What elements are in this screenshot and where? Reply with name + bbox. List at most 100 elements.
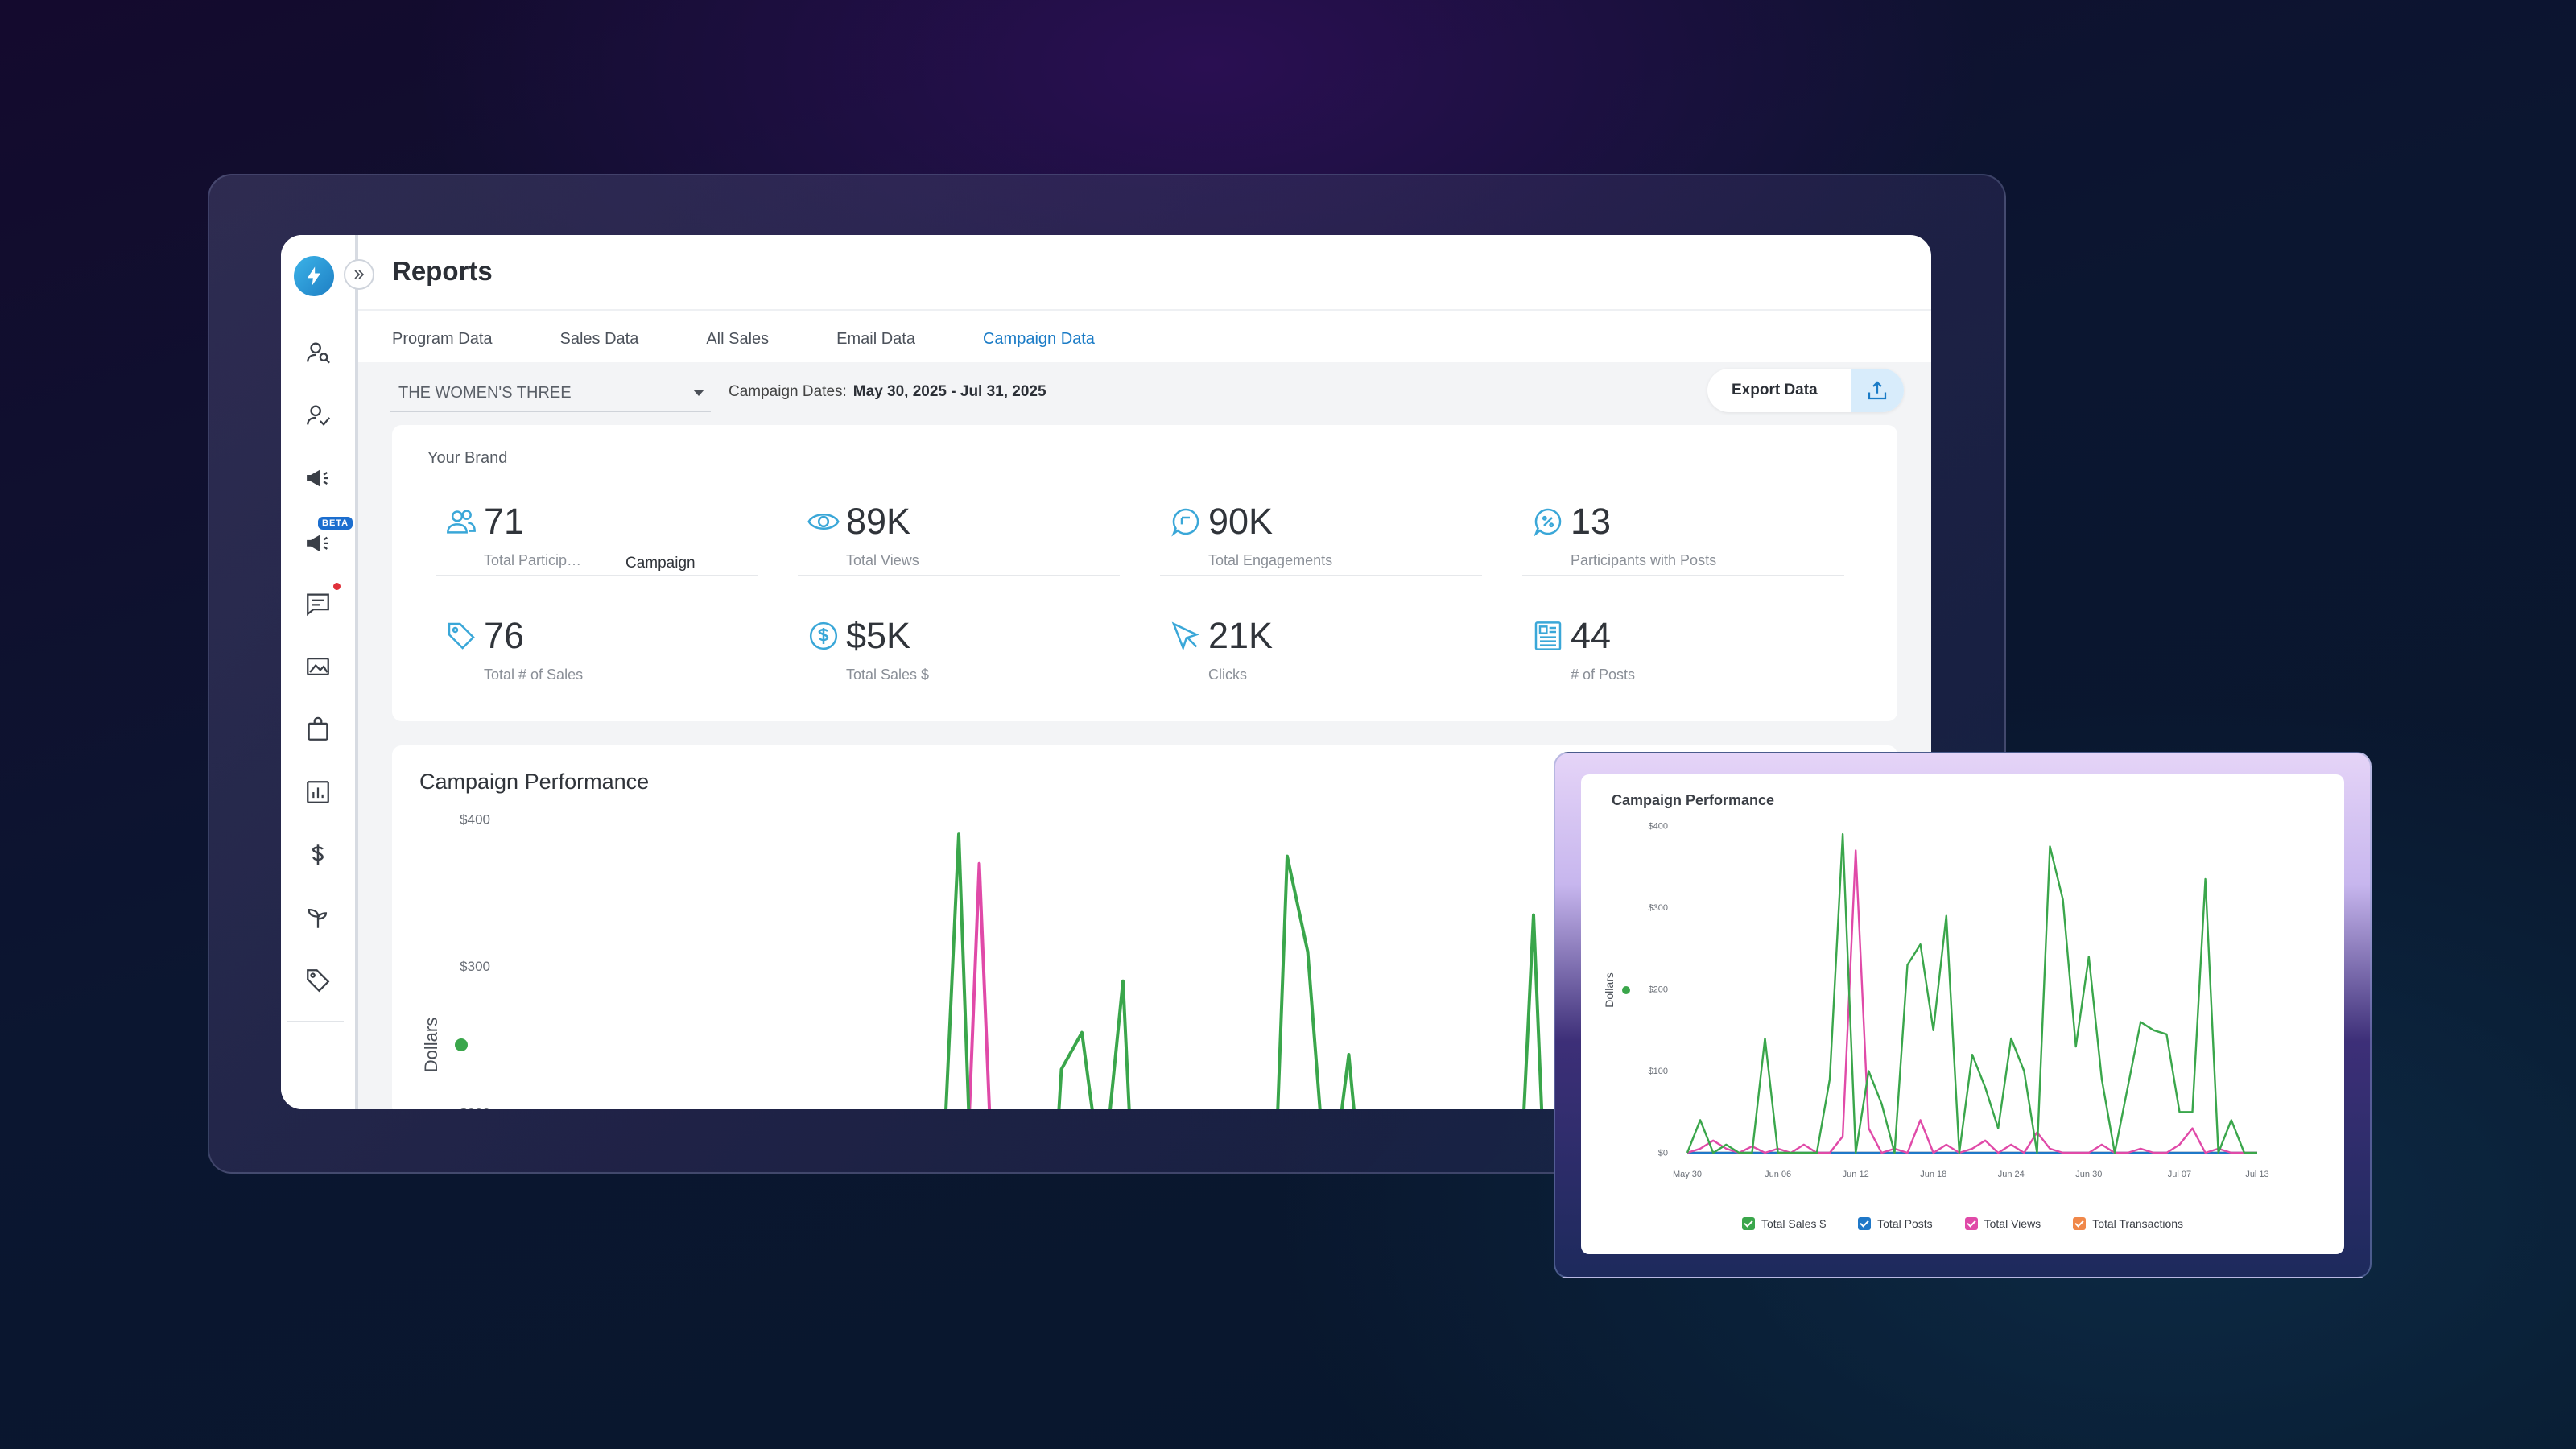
popup-frame: Campaign Performance $400 $300 $200 $100 $0 M… — [1554, 752, 2372, 1278]
stat-value: 76 — [484, 615, 525, 656]
y-tick-label: $100 — [1649, 1067, 1668, 1076]
notification-dot — [333, 583, 341, 590]
x-tick-label: Jun 30 — [2075, 1170, 2102, 1179]
stat-divider — [436, 575, 758, 576]
sprout-icon[interactable] — [303, 903, 332, 932]
y-axis-label: Dollars — [421, 1018, 441, 1072]
y-axis-label: Dollars — [1603, 972, 1616, 1008]
stat-label: Total Sales $ — [846, 667, 930, 683]
export-data-label: Export Data — [1732, 382, 1818, 398]
legend-dot — [455, 1038, 468, 1051]
brand-select[interactable]: THE WOMEN'S THREE — [390, 374, 711, 412]
lightning-logo-icon[interactable] — [294, 256, 334, 296]
participant-bubble-icon — [1534, 508, 1562, 537]
price-tag-icon — [448, 622, 475, 650]
performance-chart: $400 $300 $200 Dollars — [421, 812, 1544, 1109]
legend-item-total-transactions[interactable]: Total Transactions — [2073, 1217, 2183, 1230]
legend-item-total-sales[interactable]: Total Sales $ — [1741, 1217, 1827, 1230]
sidebar-divider — [287, 1021, 344, 1022]
popup-chart: $400 $300 $200 $100 $0 May 30 Jun 06 Jun 12 Jun … — [1603, 822, 2269, 1179]
legend-dot — [1622, 986, 1630, 994]
stat-label: Total Particip… — [484, 552, 582, 568]
y-tick-label: $200 — [1649, 985, 1668, 995]
sidebar: BETA — [281, 235, 358, 1109]
checkbox-icon[interactable] — [1964, 1217, 1978, 1230]
engagement-bubble-icon — [1171, 508, 1199, 537]
stat-clicks: 21K Clicks — [1160, 604, 1482, 700]
megaphone-icon[interactable] — [303, 464, 332, 493]
tag-icon[interactable] — [303, 966, 332, 995]
beta-megaphone-icon[interactable]: BETA — [303, 517, 353, 555]
legend-item-total-posts[interactable]: Total Posts — [1858, 1217, 1933, 1230]
dollar-circle-icon — [809, 621, 838, 650]
brand-stats-card: Your Brand 71 Total Particip… Campaign 8… — [392, 425, 1897, 721]
x-tick-label: Jun 24 — [1998, 1170, 2025, 1179]
brand-heading: Your Brand — [427, 449, 508, 467]
tab-campaign-data[interactable]: Campaign Data — [950, 330, 1127, 365]
tab-sales-data[interactable]: Sales Data — [559, 330, 639, 348]
user-search-icon[interactable] — [303, 338, 332, 367]
upload-icon[interactable] — [1851, 369, 1904, 412]
stat-value: 13 — [1571, 501, 1612, 542]
brand-select-value: THE WOMEN'S THREE — [398, 384, 572, 402]
beta-badge: BETA — [318, 517, 353, 530]
campaign-dates-value: May 30, 2025 - Jul 31, 2025 — [852, 383, 1046, 400]
x-tick-label: Jul 13 — [2245, 1170, 2268, 1179]
stat-total-sales-count: 76 Total # of Sales — [436, 604, 758, 700]
y-tick-label: $400 — [460, 812, 490, 828]
stat-total-views: 89K Total Views — [798, 489, 1120, 586]
checkbox-icon[interactable] — [1858, 1217, 1872, 1230]
document-icon — [1534, 621, 1562, 650]
stat-divider — [1522, 575, 1844, 576]
x-tick-label: Jul 07 — [2168, 1170, 2191, 1179]
chat-icon[interactable] — [303, 583, 341, 618]
x-tick-label: Jun 18 — [1920, 1170, 1946, 1179]
stat-total-engagements: 90K Total Engagements — [1160, 489, 1482, 586]
legend-label: Total Sales $ — [1761, 1217, 1827, 1230]
shopping-bag-icon[interactable] — [303, 715, 332, 744]
legend-label: Total Views — [1984, 1217, 2041, 1230]
stat-label: Total # of Sales — [484, 667, 584, 683]
x-tick-label: May 30 — [1673, 1170, 1702, 1179]
chart-legend: Total Sales $ Total Posts Total Views To… — [1581, 1217, 2344, 1230]
stat-posts: 44 # of Posts — [1522, 604, 1844, 700]
stat-value: 71 — [484, 501, 525, 542]
expand-sidebar-icon[interactable] — [344, 259, 374, 290]
y-tick-label: $300 — [1649, 903, 1668, 913]
tooltip: Campaign — [625, 555, 696, 572]
popup-chart-title: Campaign Performance — [1612, 792, 1775, 808]
series-line-total-views — [1686, 849, 2257, 1154]
popup-chart-card: Campaign Performance $400 $300 $200 $100 $0 M… — [1581, 774, 2344, 1254]
checkbox-icon[interactable] — [2073, 1217, 2087, 1230]
tab-program-data[interactable]: Program Data — [392, 330, 493, 348]
series-line-total-views — [968, 861, 992, 1109]
campaign-dates: Campaign Dates: May 30, 2025 - Jul 31, 20… — [729, 378, 1046, 406]
eye-icon — [807, 514, 840, 530]
page-title: Reports — [392, 256, 493, 286]
stat-label: Participants with Posts — [1571, 552, 1717, 568]
x-tick-label: Jun 06 — [1765, 1170, 1791, 1179]
legend-item-total-views[interactable]: Total Views — [1964, 1217, 2041, 1230]
tab-email-data[interactable]: Email Data — [836, 330, 915, 348]
y-tick-label: $300 — [460, 959, 490, 974]
image-icon[interactable] — [303, 652, 332, 681]
y-tick-label: $400 — [1649, 822, 1668, 832]
dollar-icon[interactable] — [303, 840, 332, 869]
checkbox-icon[interactable] — [1741, 1217, 1755, 1230]
legend-label: Total Posts — [1877, 1217, 1933, 1230]
stat-value: $5K — [846, 615, 911, 656]
series-line-total-sales — [1686, 832, 2257, 1154]
x-tick-label: Jun 12 — [1843, 1170, 1869, 1179]
stat-label: Clicks — [1208, 667, 1247, 683]
campaign-dates-label: Campaign Dates: — [729, 383, 847, 400]
performance-title: Campaign Performance — [419, 770, 650, 794]
stat-value: 21K — [1208, 615, 1274, 656]
stat-label: # of Posts — [1571, 667, 1636, 683]
export-data-button[interactable]: Export Data — [1707, 369, 1904, 412]
report-tabs: Program Data Sales Data All Sales Email … — [392, 330, 1195, 365]
stat-participants-with-posts: 13 Participants with Posts — [1522, 489, 1844, 586]
stat-divider — [798, 575, 1120, 576]
bar-chart-icon[interactable] — [303, 778, 332, 807]
user-check-icon[interactable] — [303, 401, 332, 430]
tab-all-sales[interactable]: All Sales — [706, 330, 770, 348]
